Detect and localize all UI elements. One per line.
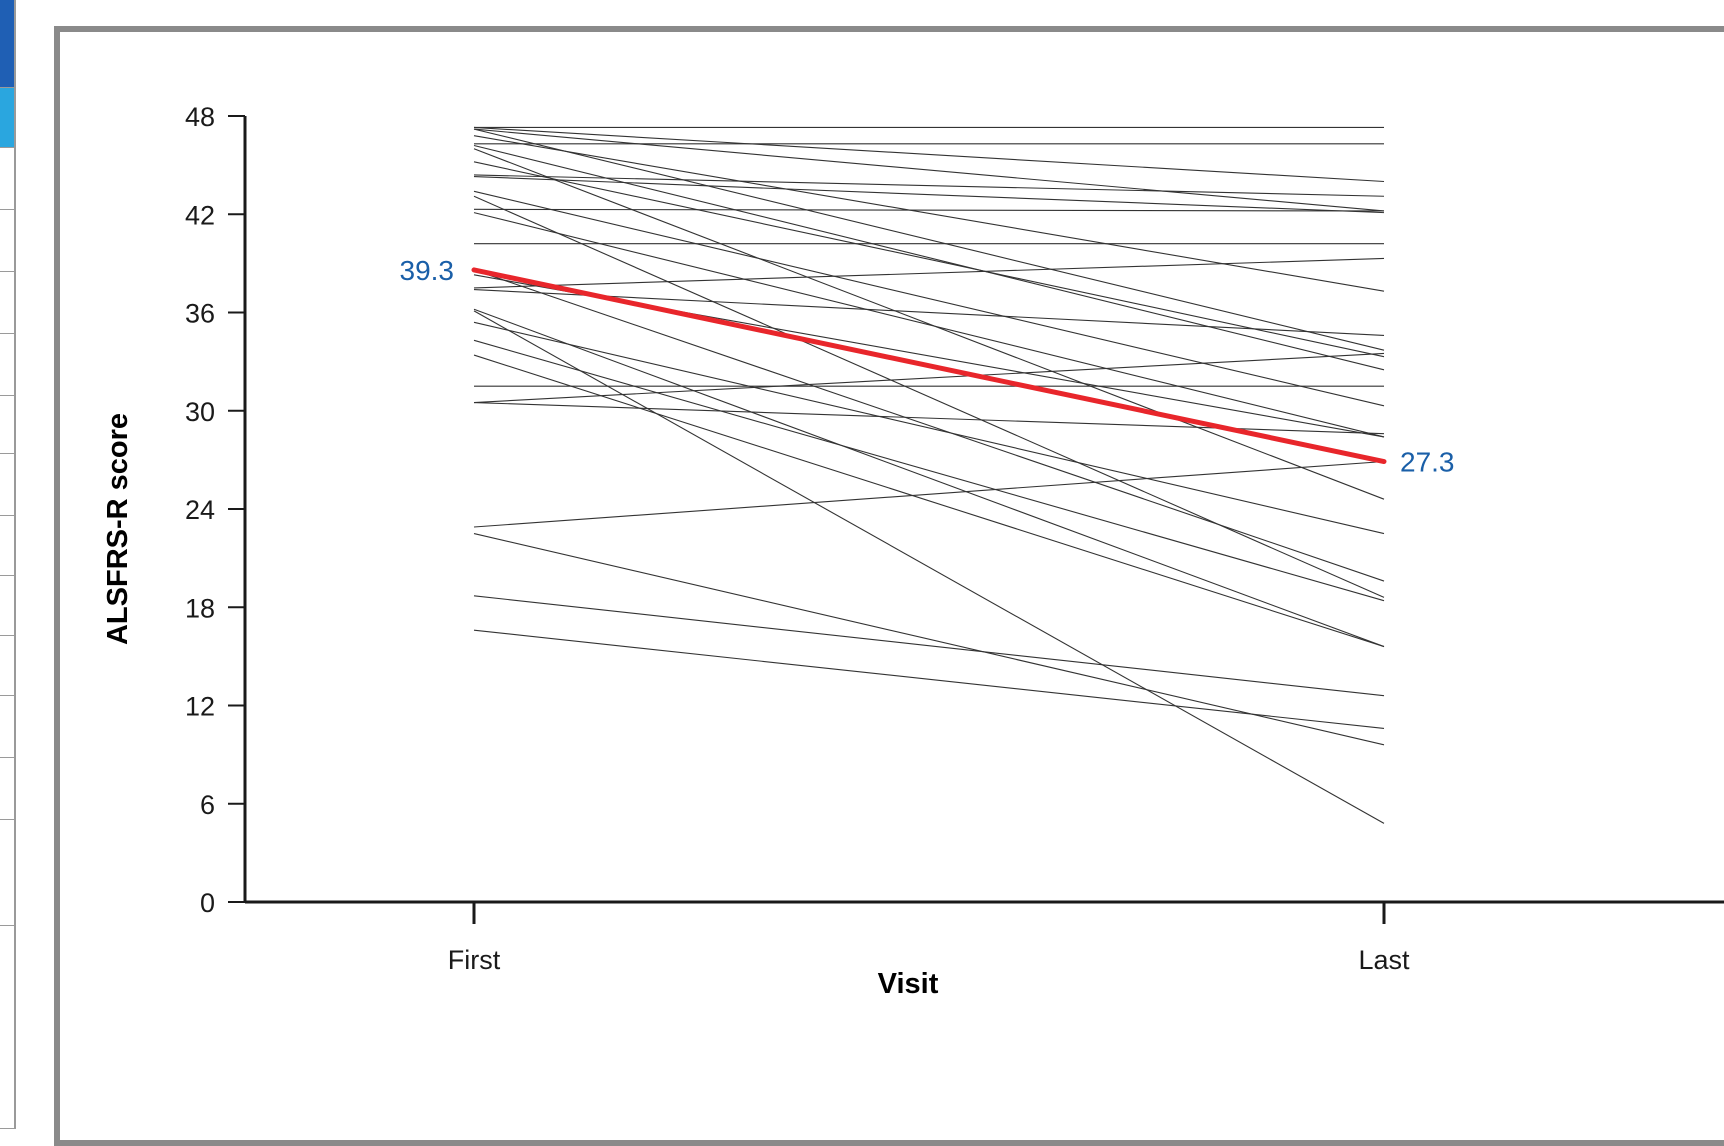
- patient-line: [473, 402, 1385, 435]
- patient-line: [473, 339, 1385, 602]
- patient-line: [473, 212, 1385, 438]
- strip-cell-cyan: [0, 88, 14, 148]
- patient-line: [473, 352, 1385, 404]
- strip-cell: [0, 334, 14, 396]
- patient-line: [473, 190, 1385, 407]
- y-tick-label: 6: [200, 790, 215, 820]
- patient-line: [473, 126, 1385, 183]
- patient-line: [473, 308, 1385, 648]
- y-tick-label: 18: [185, 593, 215, 623]
- mean-annotations: 39.3 27.3: [400, 255, 1455, 478]
- patient-line: [473, 354, 1385, 648]
- left-panel-strip: [0, 0, 16, 1129]
- x-tick-label: Last: [1358, 945, 1410, 975]
- patient-line: [473, 148, 1385, 500]
- patient-line: [473, 257, 1385, 289]
- patient-line: [473, 195, 1385, 598]
- x-tick-label: First: [448, 945, 501, 975]
- patient-line: [473, 174, 1385, 197]
- patient-line: [473, 460, 1385, 528]
- strip-cell-blue: [0, 0, 14, 88]
- patient-line: [473, 144, 1385, 371]
- x-axis-ticks: First Last: [448, 902, 1410, 975]
- y-axis-ticks: 0 6 12 18 24 30 36 42 48: [185, 102, 245, 918]
- patient-line: [473, 310, 1385, 824]
- mean-line-group: [471, 267, 1387, 465]
- strip-cell: [0, 820, 14, 926]
- y-tick-label: 30: [185, 397, 215, 427]
- strip-cell: [0, 210, 14, 272]
- y-axis-title: ALSFRS-R score: [102, 413, 134, 645]
- x-axis-title: Visit: [878, 968, 939, 1000]
- strip-cell: [0, 454, 14, 516]
- patient-lines-group: [473, 126, 1385, 824]
- mean-value-label: 39.3: [400, 255, 455, 286]
- patient-line: [473, 595, 1385, 697]
- y-tick-label: 0: [200, 888, 215, 918]
- patient-line: [473, 629, 1385, 729]
- patient-line: [473, 533, 1385, 746]
- strip-cell: [0, 148, 14, 210]
- y-tick-label: 36: [185, 299, 215, 329]
- strip-cell: [0, 396, 14, 454]
- patient-line: [473, 161, 1385, 358]
- y-tick-label: 24: [185, 495, 215, 525]
- strip-cell: [0, 576, 14, 636]
- y-tick-label: 12: [185, 692, 215, 722]
- mean-value-label: 27.3: [1400, 447, 1455, 478]
- patient-line: [473, 208, 1385, 212]
- strip-cell: [0, 758, 14, 820]
- patient-line: [473, 289, 1385, 336]
- strip-cell: [0, 636, 14, 696]
- patient-line: [473, 135, 1385, 292]
- patient-line: [473, 128, 1385, 351]
- mean-line: [471, 267, 1387, 465]
- patient-line: [473, 269, 1385, 582]
- strip-cell: [0, 696, 14, 758]
- strip-cell: [0, 516, 14, 576]
- y-tick-label: 42: [185, 200, 215, 230]
- patient-line: [473, 321, 1385, 535]
- strip-cell: [0, 272, 14, 334]
- y-tick-label: 48: [185, 102, 215, 132]
- patient-line: [473, 128, 1385, 212]
- patient-line: [473, 176, 1385, 214]
